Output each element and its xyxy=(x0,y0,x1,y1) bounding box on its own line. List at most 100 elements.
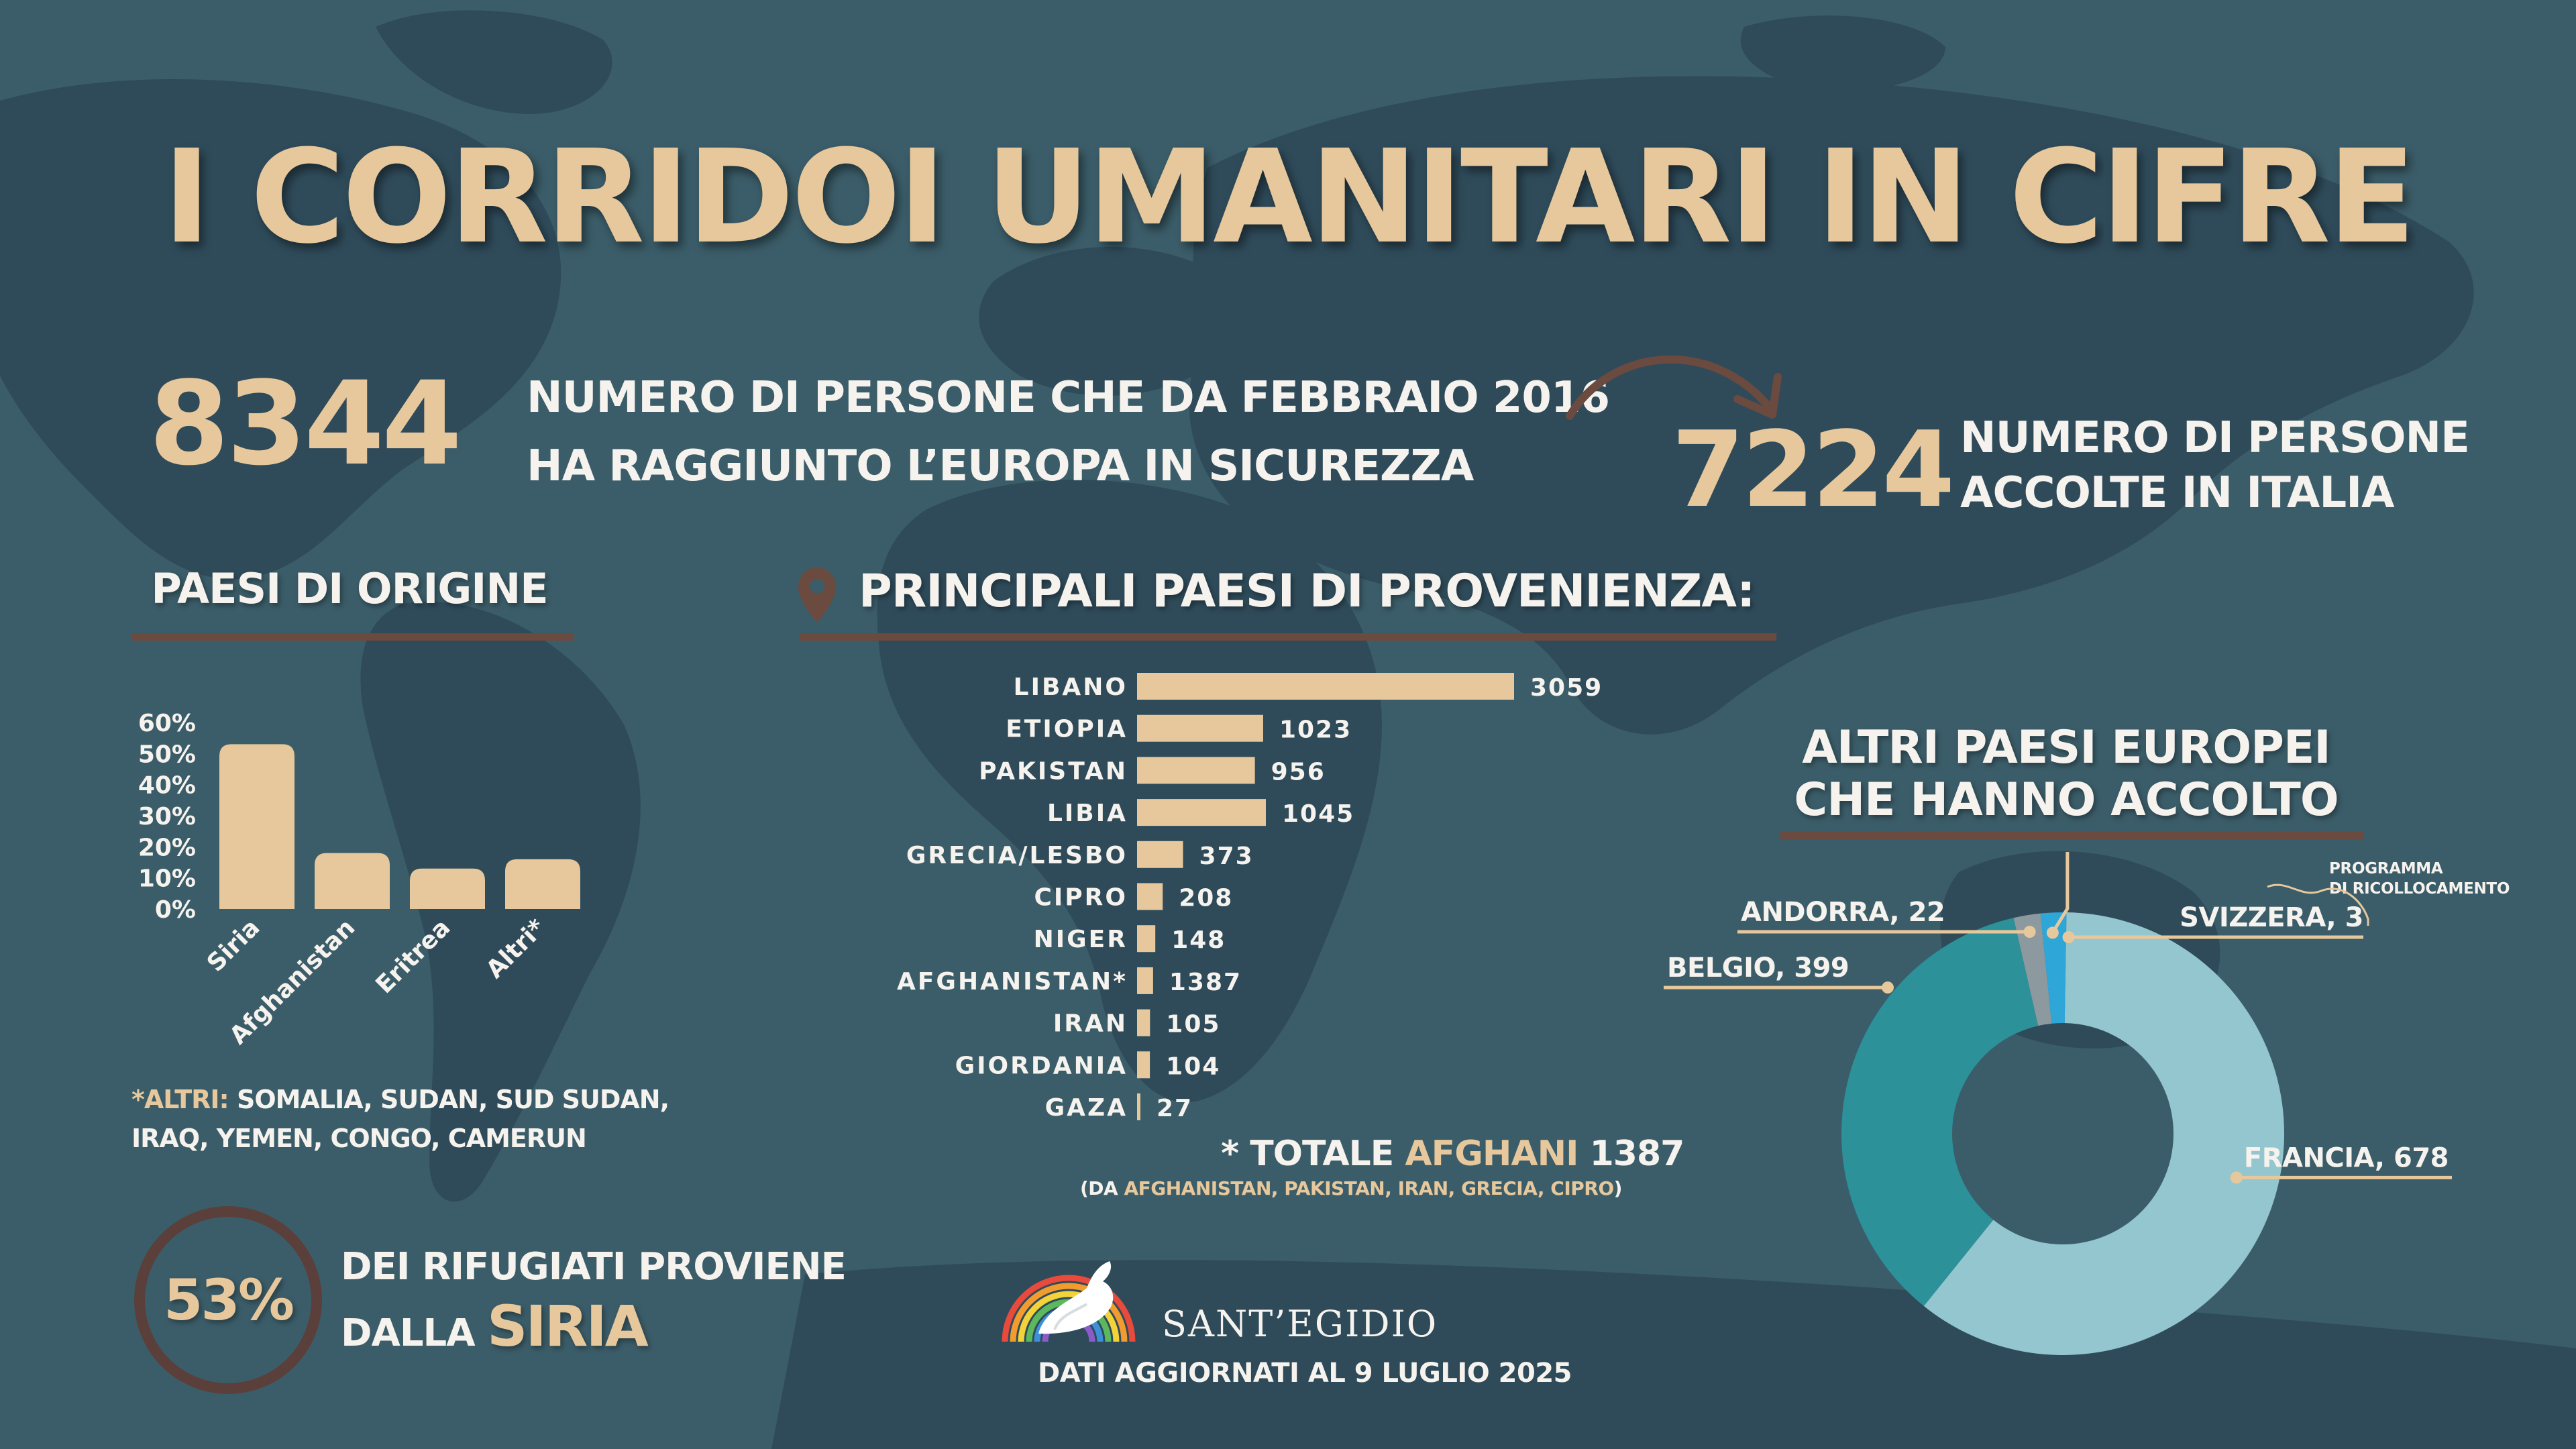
origin-category-label: Eritrea xyxy=(371,914,456,999)
syria-percent-description: DEI RIFUGIATI PROVIENE DALLA SIRIA xyxy=(341,1238,847,1363)
europe-donut-slice xyxy=(2040,912,2063,1024)
origin-bar xyxy=(315,853,390,909)
italy-people-value: 7224 xyxy=(1672,409,1955,531)
origin-bar xyxy=(410,868,485,909)
origin-y-tick: 20% xyxy=(138,834,196,861)
provenance-bar-chart: LIBANO 3059 ETIOPIA 1023 PAKISTAN 956 LIBIA 104… xyxy=(897,673,1603,1122)
provenance-bar xyxy=(1137,757,1255,784)
resettlement-program-note: PROGRAMMA DI RICOLLOCAMENTO xyxy=(2329,859,2510,899)
provenance-category-label: GIORDANIA xyxy=(955,1052,1128,1079)
provenance-value-label: 1023 xyxy=(1279,716,1352,744)
europe-leader-dot xyxy=(2062,931,2075,944)
page-title: I CORRIDOI UMANITARI IN CIFRE xyxy=(162,123,2416,272)
origin-y-tick: 50% xyxy=(138,741,196,768)
provenance-category-label: LIBANO xyxy=(1014,674,1128,701)
origin-others-label: *ALTRI: xyxy=(131,1085,229,1114)
provenance-category-label: LIBIA xyxy=(1047,800,1128,827)
syria-percent-circle xyxy=(134,1206,322,1394)
afghan-sources: (DA AFGHANISTAN, PAKISTAN, IRAN, GRECIA,… xyxy=(1080,1175,1622,1202)
provenance-value-label: 148 xyxy=(1171,926,1226,954)
provenance-header-underline xyxy=(800,633,1776,641)
dove-rainbow-logo xyxy=(1002,1261,1136,1342)
total-people-value: 8344 xyxy=(149,356,462,491)
total-people-line-2: HA RAGGIUNTO L’EUROPA IN SICUREZZA xyxy=(527,441,1474,491)
italy-people-line-2: ACCOLTE IN ITALIA xyxy=(1960,468,2395,518)
origin-header: PAESI DI ORIGINE xyxy=(151,564,548,613)
provenance-bar xyxy=(1137,841,1183,868)
afghan-total-prefix: * TOTALE xyxy=(1221,1134,1405,1174)
italy-people-line-1: NUMERO DI PERSONE xyxy=(1960,413,2470,463)
europe-header: ALTRI PAESI EUROPEI CHE HANNO ACCOLTO xyxy=(1758,722,2375,826)
europe-donut-slice xyxy=(1923,912,2284,1355)
origin-y-tick: 10% xyxy=(138,865,196,893)
provenance-value-label: 956 xyxy=(1271,758,1326,786)
origin-y-tick: 0% xyxy=(155,896,196,924)
provenance-category-label: CIPRO xyxy=(1034,884,1128,912)
origin-others-note: *ALTRI: SOMALIA, SUDAN, SUD SUDAN, IRAQ,… xyxy=(131,1080,669,1158)
europe-donut-chart: SVIZZERA, 3 FRANCIA, 678 BELGIO, 399 ANDORR… xyxy=(1664,852,2452,1355)
origin-y-tick: 60% xyxy=(138,710,196,737)
origin-y-tick: 40% xyxy=(138,772,196,800)
origin-bar xyxy=(219,744,294,909)
europe-header-line-1: ALTRI PAESI EUROPEI xyxy=(1802,721,2330,774)
provenance-value-label: 373 xyxy=(1199,843,1254,870)
afghan-sources-list: AFGHANISTAN, PAKISTAN, IRAN, GRECIA, CIP… xyxy=(1124,1177,1614,1199)
provenance-value-label: 105 xyxy=(1166,1011,1220,1038)
provenance-value-label: 1387 xyxy=(1169,969,1242,996)
afghan-sources-open: (DA xyxy=(1080,1177,1124,1199)
provenance-value-label: 208 xyxy=(1179,885,1233,912)
europe-leader-line xyxy=(2051,852,2070,934)
europe-donut-slice xyxy=(2013,913,2052,1026)
syria-line-2-prefix: DALLA xyxy=(341,1311,488,1355)
provenance-bar xyxy=(1137,714,1263,742)
resettlement-line-1: PROGRAMMA xyxy=(2329,860,2443,877)
origin-y-tick: 30% xyxy=(138,803,196,830)
europe-slice-label: ANDORRA, 22 xyxy=(1741,897,1945,928)
provenance-category-label: PAKISTAN xyxy=(979,757,1128,785)
europe-slice-label: SVIZZERA, 3 xyxy=(2180,902,2363,933)
provenance-category-label: GAZA xyxy=(1045,1094,1128,1122)
origin-others-line-2: IRAQ, YEMEN, CONGO, CAMERUN xyxy=(131,1124,587,1153)
curved-arrow-icon xyxy=(1566,355,1782,420)
provenance-bar xyxy=(1137,673,1514,700)
total-people-line-1: NUMERO DI PERSONE CHE DA FEBBRAIO 2016 xyxy=(527,373,1610,423)
syria-highlight: SIRIA xyxy=(487,1293,649,1359)
origin-others-line-1: SOMALIA, SUDAN, SUD SUDAN, xyxy=(228,1085,669,1114)
origin-category-label: Altri* xyxy=(481,914,551,983)
data-updated-date: DATI AGGIORNATI AL 9 LUGLIO 2025 xyxy=(1037,1358,1572,1389)
provenance-bar xyxy=(1137,967,1153,994)
syria-percent-value: 53% xyxy=(163,1267,294,1333)
europe-donut-slice xyxy=(1841,918,2039,1306)
provenance-header: PRINCIPALI PAESI DI PROVENIENZA: xyxy=(859,565,1755,618)
provenance-category-label: ETIOPIA xyxy=(1006,716,1128,743)
provenance-category-label: AFGHANISTAN* xyxy=(897,968,1128,996)
europe-slice-label: BELGIO, 399 xyxy=(1667,953,1849,983)
origin-header-underline xyxy=(131,633,574,641)
afghan-total: * TOTALE AFGHANI 1387 xyxy=(1221,1132,1684,1175)
italy-people-description: NUMERO DI PERSONE ACCOLTE IN ITALIA xyxy=(1960,411,2470,521)
location-pin-icon xyxy=(798,568,836,623)
syria-line-1: DEI RIFUGIATI PROVIENE xyxy=(341,1245,847,1289)
afghan-total-highlight: AFGHANI xyxy=(1405,1134,1578,1174)
provenance-value-label: 3059 xyxy=(1530,674,1603,702)
provenance-value-label: 27 xyxy=(1157,1095,1193,1122)
resettlement-connector xyxy=(2267,883,2369,926)
europe-header-underline xyxy=(1780,832,2364,839)
afghan-total-value: 1387 xyxy=(1578,1134,1685,1174)
provenance-bar xyxy=(1137,883,1163,910)
origin-bar xyxy=(505,859,580,909)
provenance-bar xyxy=(1137,1051,1150,1079)
resettlement-line-2: DI RICOLLOCAMENTO xyxy=(2329,880,2510,898)
provenance-bar xyxy=(1137,1009,1150,1036)
origin-category-label: Siria xyxy=(202,914,266,977)
total-people-description: NUMERO DI PERSONE CHE DA FEBBRAIO 2016 H… xyxy=(527,364,1610,500)
provenance-value-label: 104 xyxy=(1166,1053,1220,1080)
provenance-category-label: NIGER xyxy=(1034,926,1128,953)
europe-header-line-2: CHE HANNO ACCOLTO xyxy=(1794,773,2339,826)
provenance-category-label: GRECIA/LESBO xyxy=(906,842,1128,869)
provenance-category-label: IRAN xyxy=(1053,1010,1128,1038)
provenance-bar xyxy=(1137,1093,1140,1120)
org-name: SANT’EGIDIO xyxy=(1162,1303,1438,1345)
